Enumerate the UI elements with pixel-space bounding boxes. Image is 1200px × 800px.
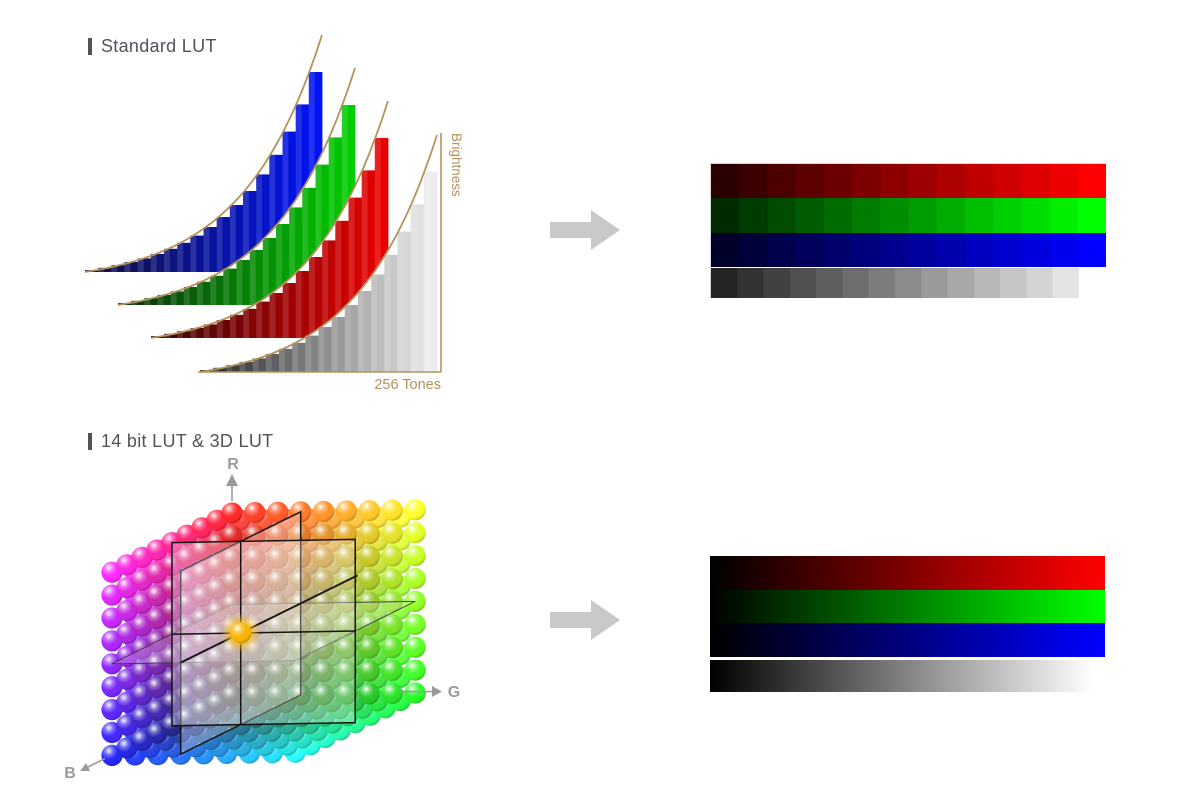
arrow-icon xyxy=(550,600,620,640)
gradient-band-gray xyxy=(710,660,1093,692)
rgb-axes: R G B xyxy=(64,456,460,782)
advanced-lut-title: 14 bit LUT & 3D LUT xyxy=(88,431,273,452)
gradient-band-red xyxy=(711,164,1106,198)
smooth-gradient-output xyxy=(710,556,1105,692)
axis-label-b: B xyxy=(64,765,76,782)
x-axis-label: 256 Tones xyxy=(374,377,441,393)
standard-lut-title: Standard LUT xyxy=(88,36,217,57)
lut-channel-gray xyxy=(198,133,442,373)
gradient-band-red xyxy=(710,556,1105,590)
gradient-band-gray xyxy=(711,268,1079,298)
gradient-band-green xyxy=(711,198,1106,233)
lut-channel-red xyxy=(150,100,389,339)
gradient-band-blue xyxy=(711,233,1106,267)
arrow-icon xyxy=(550,210,620,250)
gradient-band-green xyxy=(710,590,1105,623)
standard-lut-chart xyxy=(84,34,442,373)
section-title-text: 14 bit LUT & 3D LUT xyxy=(101,431,274,451)
axis-label-r: R xyxy=(227,456,239,473)
title-marker xyxy=(88,433,92,450)
gradient-band-blue xyxy=(710,623,1105,657)
3d-lut-lattice: R G B xyxy=(64,456,460,782)
section-title-text: Standard LUT xyxy=(101,36,217,56)
y-axis-label: Brightness xyxy=(449,133,464,197)
axis-label-g: G xyxy=(448,684,460,701)
center-highlight-sphere xyxy=(220,613,261,653)
title-marker xyxy=(88,38,92,55)
stepped-gradient-output xyxy=(710,163,1106,298)
